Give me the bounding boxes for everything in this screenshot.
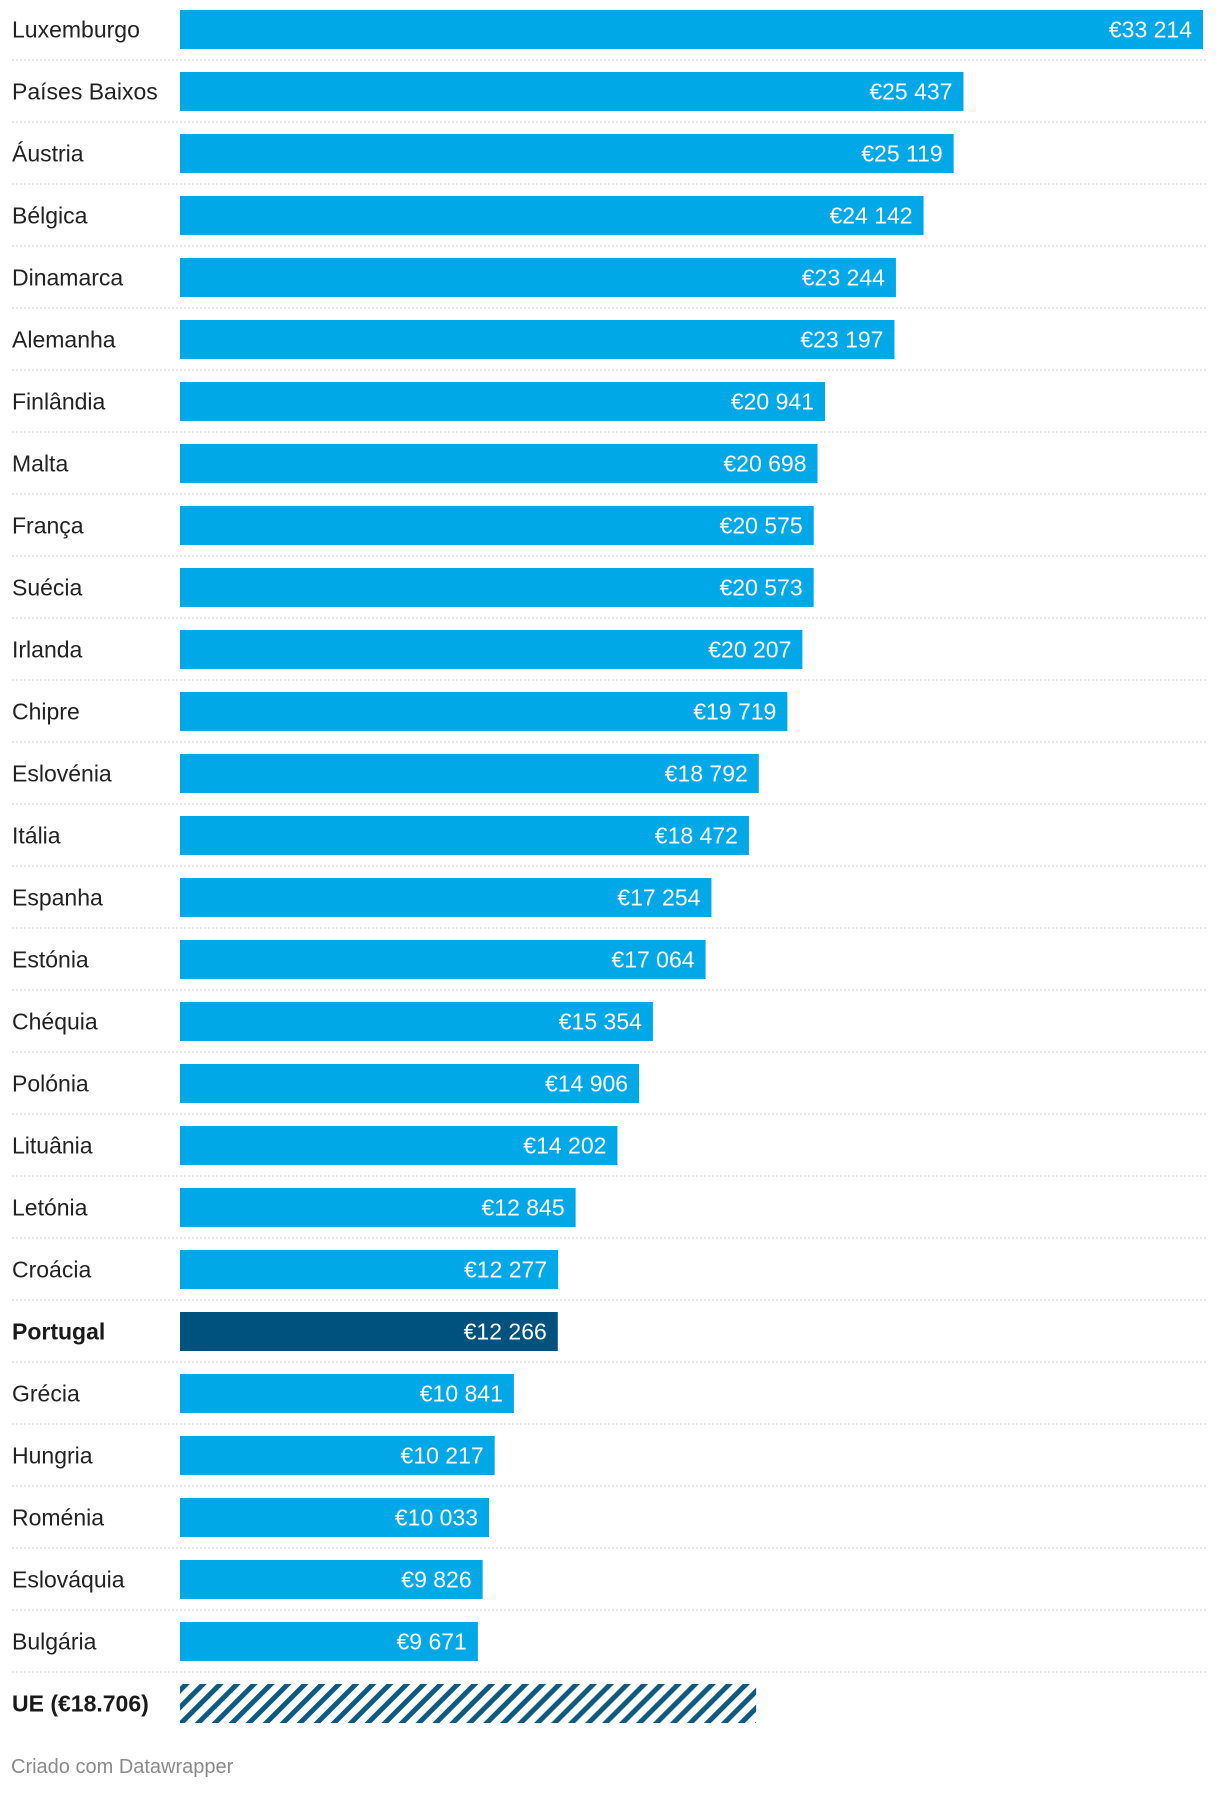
bar xyxy=(180,1622,478,1661)
bar-rows: Luxemburgo €33 214 Países Baixos €25 437 Áus… xyxy=(12,10,1208,1723)
value-label: €23 197 xyxy=(800,327,883,353)
category-label: Espanha xyxy=(12,885,103,911)
value-label: €15 354 xyxy=(559,1009,642,1035)
category-label: Países Baixos xyxy=(12,79,158,105)
bar xyxy=(180,320,895,359)
bar xyxy=(180,1560,483,1599)
category-label: Áustria xyxy=(12,141,84,167)
category-label: Dinamarca xyxy=(12,265,123,291)
bar xyxy=(180,382,825,421)
value-label: €23 244 xyxy=(802,265,885,291)
footer-credit: Criado com Datawrapper xyxy=(11,1756,234,1778)
value-label: €10 033 xyxy=(395,1505,478,1531)
bar xyxy=(180,1374,514,1413)
value-label: €18 472 xyxy=(655,823,738,849)
bar xyxy=(180,258,896,297)
category-label: Polónia xyxy=(12,1071,89,1097)
value-label: €10 217 xyxy=(401,1443,484,1469)
category-label: Bélgica xyxy=(12,203,88,229)
value-label: €25 119 xyxy=(861,141,942,167)
category-label: Alemanha xyxy=(12,327,116,353)
bar xyxy=(180,10,1203,49)
value-label: €17 064 xyxy=(611,947,694,973)
category-label: Portugal xyxy=(12,1319,105,1345)
category-label: Suécia xyxy=(12,575,83,601)
bar xyxy=(180,196,924,235)
bar xyxy=(180,816,749,855)
value-label: €12 277 xyxy=(464,1257,547,1283)
bar xyxy=(180,692,788,731)
value-label: €25 437 xyxy=(869,79,952,105)
value-label: €14 202 xyxy=(523,1133,606,1159)
category-label: Croácia xyxy=(12,1257,91,1283)
category-label: Malta xyxy=(12,451,68,477)
bar-highlight xyxy=(180,1312,558,1351)
value-label: €33 214 xyxy=(1109,17,1192,43)
reference-label: UE (€18.706) xyxy=(12,1691,149,1717)
value-label: €12 845 xyxy=(481,1195,564,1221)
category-label: Irlanda xyxy=(12,637,83,663)
category-label: Estónia xyxy=(12,947,89,973)
category-label: Chipre xyxy=(12,699,80,725)
category-label: Chéquia xyxy=(12,1009,98,1035)
category-label: Hungria xyxy=(12,1443,93,1469)
value-label: €17 254 xyxy=(617,885,700,911)
bar xyxy=(180,1064,640,1103)
category-label: Grécia xyxy=(12,1381,80,1407)
value-label: €10 841 xyxy=(420,1381,503,1407)
bar xyxy=(180,754,759,793)
bar xyxy=(180,1498,490,1537)
category-label: Finlândia xyxy=(12,389,106,415)
bar xyxy=(180,630,803,669)
bar xyxy=(180,1002,653,1041)
category-label: Eslováquia xyxy=(12,1567,125,1593)
bar xyxy=(180,134,954,173)
category-label: Itália xyxy=(12,823,61,849)
bar xyxy=(180,940,706,979)
value-label: €24 142 xyxy=(829,203,912,229)
bar xyxy=(180,1126,618,1165)
category-label: Lituânia xyxy=(12,1133,93,1159)
value-label: €20 575 xyxy=(720,513,803,539)
value-label: €20 207 xyxy=(708,637,791,663)
value-label: €14 906 xyxy=(545,1071,628,1097)
category-label: Bulgária xyxy=(12,1629,97,1655)
bar xyxy=(180,568,814,607)
category-label: Letónia xyxy=(12,1195,88,1221)
value-label: €18 792 xyxy=(665,761,748,787)
bar xyxy=(180,444,818,483)
value-label: €19 719 xyxy=(693,699,776,725)
bar xyxy=(180,1188,576,1227)
bar xyxy=(180,878,712,917)
category-label: França xyxy=(12,513,84,539)
reference-bar xyxy=(180,1684,757,1723)
value-label: €12 266 xyxy=(464,1319,547,1345)
category-label: Eslovénia xyxy=(12,761,112,787)
value-label: €20 698 xyxy=(723,451,806,477)
bar xyxy=(180,506,814,545)
category-label: Roménia xyxy=(12,1505,104,1531)
bar xyxy=(180,72,964,111)
value-label: €9 826 xyxy=(401,1567,471,1593)
value-label: €20 941 xyxy=(731,389,814,415)
bar xyxy=(180,1436,495,1475)
value-label: €9 671 xyxy=(397,1629,467,1655)
bar xyxy=(180,1250,559,1289)
value-label: €20 573 xyxy=(720,575,803,601)
category-label: Luxemburgo xyxy=(12,17,140,43)
